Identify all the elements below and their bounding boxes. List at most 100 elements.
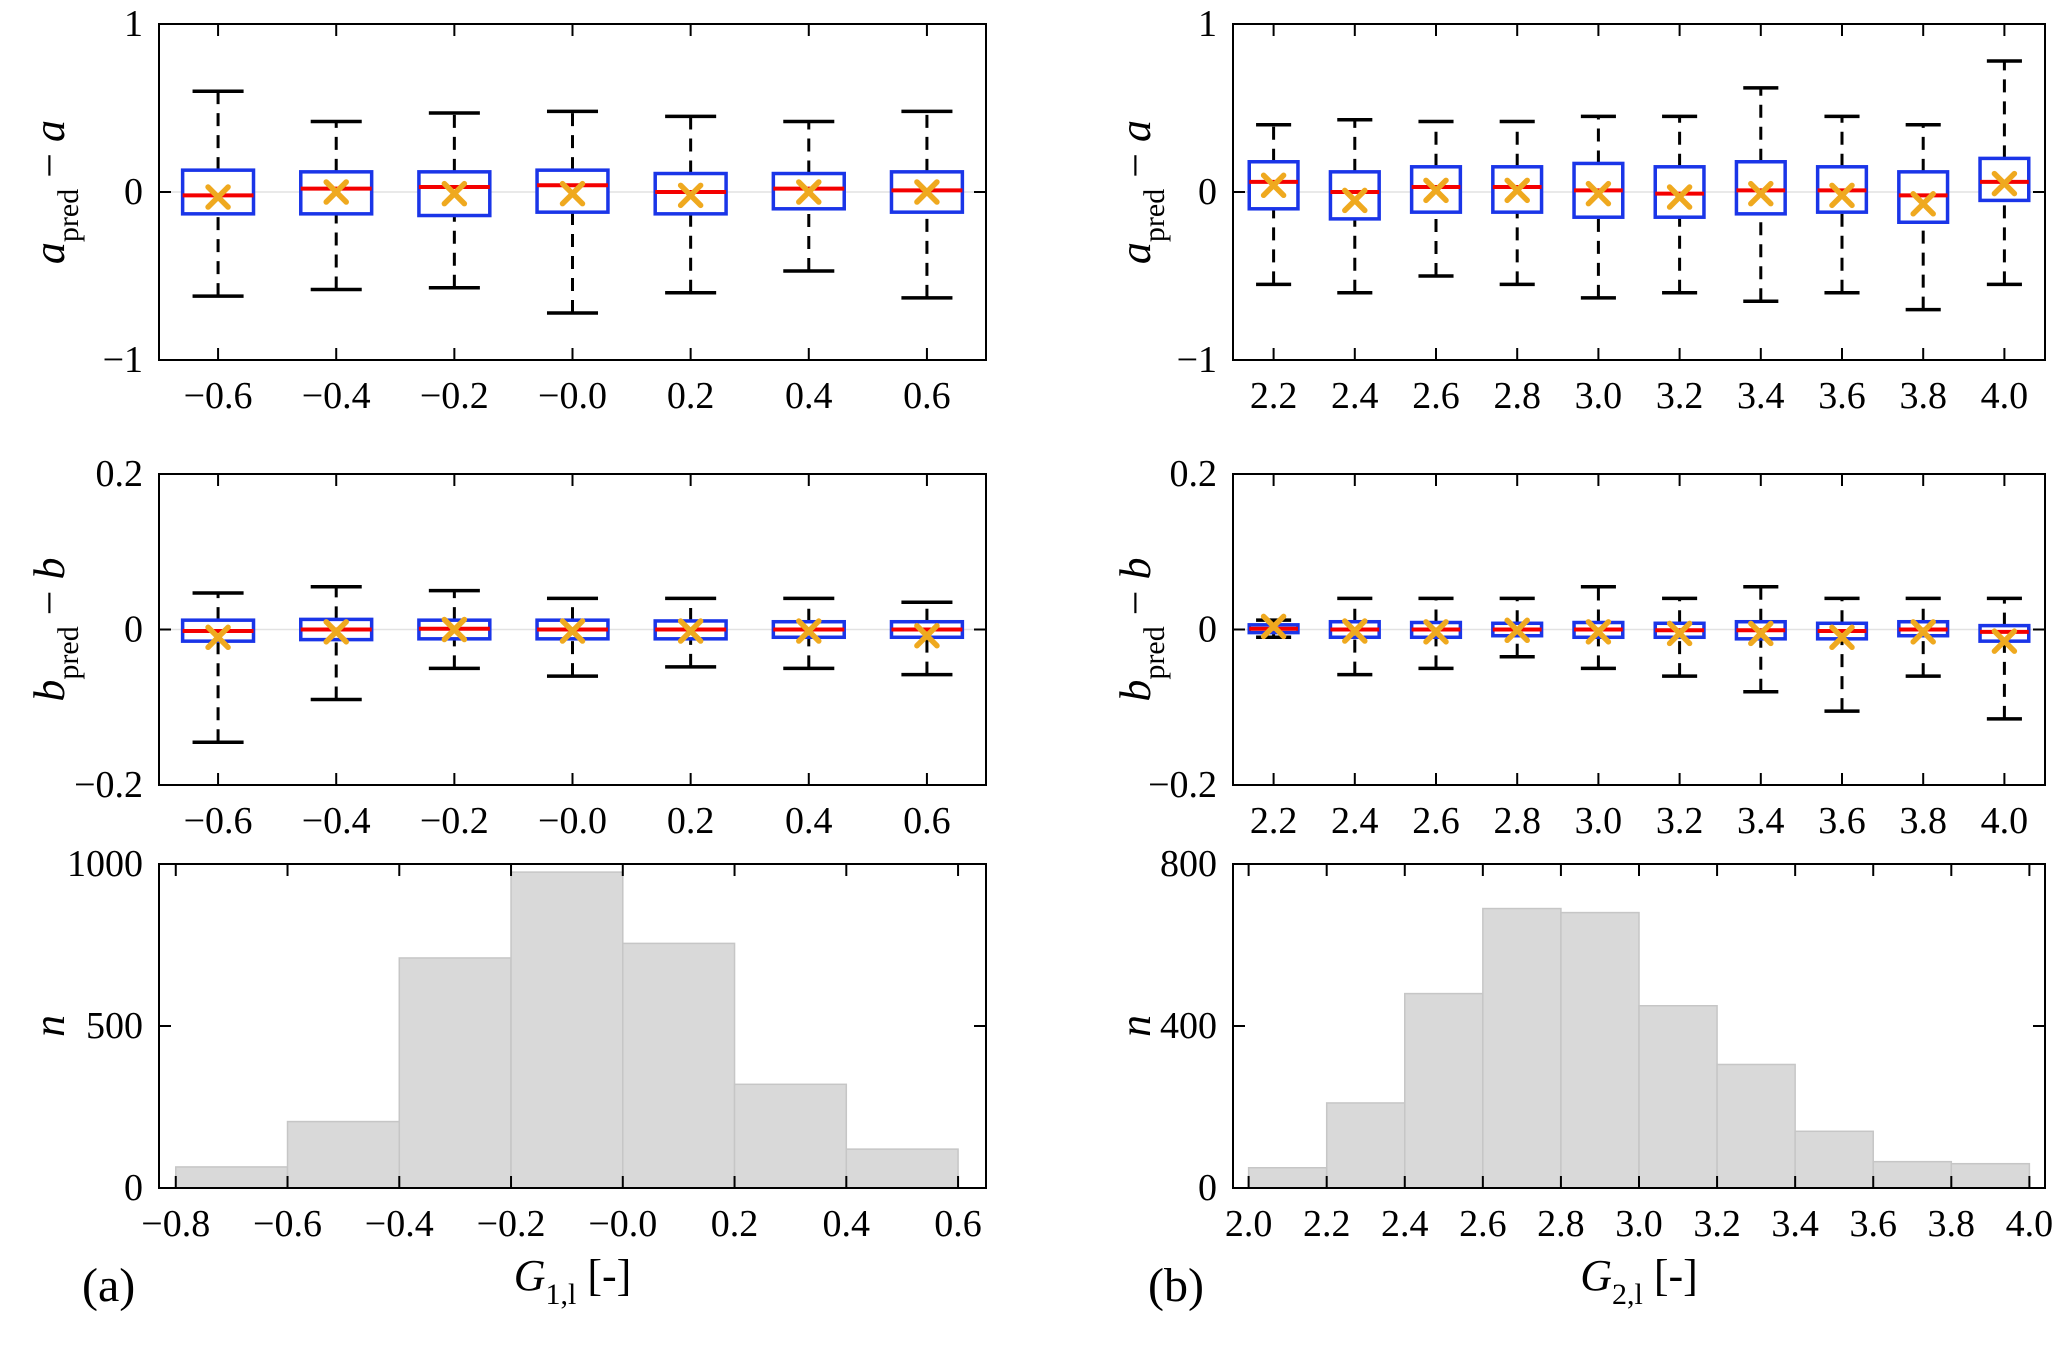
label-segment: a — [25, 120, 74, 142]
hist-bar — [1560, 911, 1640, 1189]
x-tick-label: −0.4 — [302, 375, 371, 417]
mean-marker — [1910, 619, 1936, 645]
subplot-a_hist: 0 500 1000 −0.8 −0.6 −0.4 −0.2 −0.0 0.2 0.4 0.6 n G1… — [25, 843, 987, 1311]
label-segment: b — [1111, 680, 1160, 702]
y-tick-label: 500 — [86, 1005, 143, 1047]
mean-marker — [1910, 191, 1936, 217]
mean-marker — [1585, 619, 1612, 645]
y-tick-label: −1 — [103, 339, 143, 381]
y-tick-label: 0 — [124, 1167, 143, 1209]
mean-marker — [205, 624, 231, 651]
mean-marker — [1991, 628, 2018, 654]
x-tick-label: −0.0 — [588, 1203, 657, 1245]
x-tick-label: 4.0 — [2006, 1203, 2054, 1245]
x-tick-label: 2.4 — [1381, 1203, 1429, 1245]
label-segment: a — [1111, 120, 1160, 142]
mean-marker — [1504, 177, 1530, 204]
mean-marker — [1260, 172, 1287, 199]
mean-marker — [914, 179, 940, 205]
label-subscript: 2,l — [1612, 1278, 1643, 1311]
hist-bar — [286, 1120, 401, 1189]
x-tick-label: 0.2 — [667, 375, 715, 417]
x-tick-label: 3.4 — [1737, 800, 1785, 842]
mean-marker — [677, 618, 704, 644]
x-tick-label: 0.6 — [934, 1203, 982, 1245]
label-segment: − — [25, 142, 74, 189]
x-tick-label: 3.6 — [1818, 800, 1866, 842]
x-tick-label: 2.6 — [1459, 1203, 1507, 1245]
x-tick-label: 0.6 — [903, 375, 951, 417]
label-subscript: pred — [52, 626, 85, 679]
y-tick-label: 0.2 — [96, 453, 144, 495]
x-tick-label: −0.0 — [538, 800, 607, 842]
mean-marker — [1748, 180, 1774, 207]
mean-marker — [323, 179, 349, 205]
x-tick-label: 0.2 — [711, 1203, 759, 1245]
x-tick-label: 0.2 — [667, 800, 715, 842]
x-tick-label: 4.0 — [1981, 800, 2029, 842]
mean-marker — [677, 182, 704, 209]
hist-bar — [845, 1148, 959, 1189]
y-tick-label: 0 — [124, 171, 143, 213]
x-axis-label: G2,l [-] — [1580, 1251, 1698, 1311]
y-axis-label: bpred − b — [1111, 557, 1171, 701]
x-tick-label: 3.2 — [1693, 1203, 1741, 1245]
y-tick-label: 1000 — [67, 843, 143, 885]
mean-marker — [1585, 180, 1612, 207]
mean-marker — [1829, 624, 1855, 651]
box — [180, 168, 256, 216]
box — [1328, 170, 1381, 221]
mean-marker — [205, 184, 231, 210]
x-tick-label: 2.4 — [1331, 375, 1379, 417]
mean-marker — [1423, 177, 1449, 204]
hist-bar — [1247, 1167, 1328, 1189]
mean-marker — [1666, 620, 1693, 647]
x-tick-label: 3.0 — [1575, 800, 1623, 842]
y-tick-label: 800 — [1160, 843, 1217, 885]
label-segment: b — [25, 557, 74, 579]
hist-bar — [622, 942, 736, 1189]
label-segment: − — [1111, 579, 1160, 626]
x-tick-label: 3.0 — [1575, 375, 1623, 417]
label-segment: b — [1111, 557, 1160, 579]
y-tick-label: −0.2 — [1148, 764, 1217, 806]
x-tick-label: 2.0 — [1225, 1203, 1273, 1245]
x-tick-label: 2.2 — [1303, 1203, 1351, 1245]
y-axis-label: n — [25, 1015, 74, 1037]
x-tick-label: −0.0 — [538, 375, 607, 417]
mean-marker — [1666, 184, 1693, 210]
label-segment: G — [514, 1251, 546, 1300]
hist-bar — [1404, 992, 1484, 1189]
y-axis-label: n — [1111, 1015, 1160, 1037]
mean-marker — [1342, 187, 1368, 214]
label-subscript: 1,l — [545, 1278, 576, 1311]
hist-bar — [1325, 1102, 1406, 1189]
y-axis-label: apred − a — [1111, 120, 1171, 264]
mean-marker — [1504, 617, 1530, 644]
hist-bar — [1872, 1160, 1953, 1189]
label-segment: a — [25, 242, 74, 264]
y-axis-label: bpred − b — [25, 557, 85, 701]
mean-marker — [559, 180, 586, 207]
x-tick-label: −0.4 — [365, 1203, 434, 1245]
y-tick-label: −1 — [1177, 339, 1217, 381]
x-tick-label: 3.4 — [1771, 1203, 1819, 1245]
x-tick-label: 2.6 — [1412, 375, 1460, 417]
hist-bar — [398, 957, 512, 1189]
subplot-b_hist: 0 400 800 2.0 2.2 2.4 2.6 2.8 3.0 3.2 3.4 3.6 3.8 4.0… — [1111, 843, 2053, 1311]
hist-bar — [1794, 1130, 1874, 1189]
hist-bar — [175, 1166, 289, 1189]
x-tick-label: 2.4 — [1331, 800, 1379, 842]
mean-marker — [914, 622, 940, 649]
x-tick-label: 4.0 — [1981, 375, 2029, 417]
x-tick-label: 2.2 — [1250, 800, 1298, 842]
x-tick-label: 3.4 — [1737, 375, 1785, 417]
x-tick-label: 3.8 — [1899, 375, 1947, 417]
x-tick-label: 3.0 — [1615, 1203, 1663, 1245]
label-segment: [-] — [1643, 1251, 1698, 1300]
label-subscript: pred — [1138, 189, 1171, 242]
label-segment: [-] — [576, 1251, 631, 1300]
x-tick-label: 3.2 — [1656, 800, 1704, 842]
